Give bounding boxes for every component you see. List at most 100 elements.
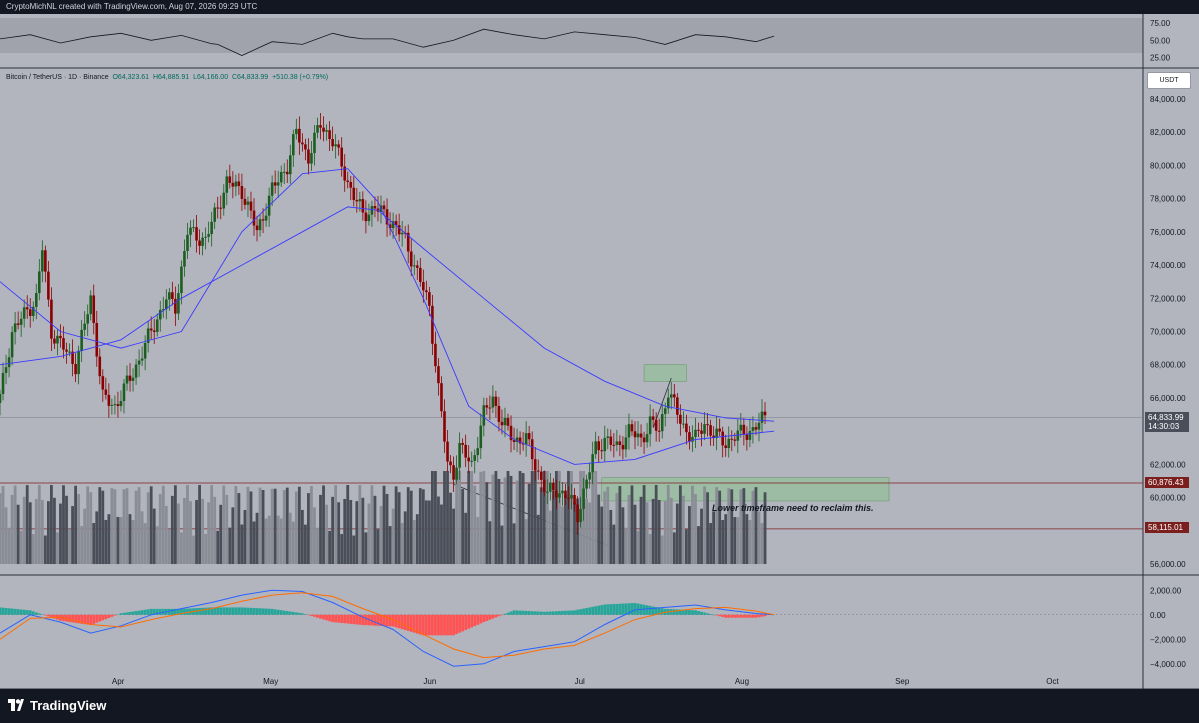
candle-body xyxy=(676,397,679,415)
candle-body xyxy=(131,377,135,381)
volume-bar xyxy=(388,526,392,565)
candle-body xyxy=(718,428,721,432)
histogram-bar xyxy=(446,614,449,636)
candle-body xyxy=(192,227,195,229)
tradingview-logo[interactable]: TradingView xyxy=(8,698,106,713)
volume-bar xyxy=(518,471,522,565)
volume-bar xyxy=(252,521,256,565)
candle-body xyxy=(331,139,334,147)
price-tick-label: 68,000.00 xyxy=(1150,361,1186,370)
candle-body xyxy=(213,207,216,222)
volume-bar xyxy=(56,532,59,565)
volume-bar xyxy=(304,524,307,565)
price-tick-label: 84,000.00 xyxy=(1150,95,1186,104)
histogram-bar xyxy=(594,606,598,615)
volume-bar xyxy=(161,485,165,565)
volume-bar xyxy=(678,485,682,565)
histogram-bar xyxy=(558,611,561,615)
candle-body xyxy=(207,234,210,237)
histogram-bar xyxy=(186,608,189,615)
candle-body xyxy=(4,367,8,373)
candle-body xyxy=(231,182,235,187)
volume-bar xyxy=(669,497,673,565)
volume-bar xyxy=(467,471,471,565)
volume-bar xyxy=(506,471,510,565)
histogram-bar xyxy=(170,608,174,615)
histogram-bar xyxy=(74,614,77,623)
candle-body xyxy=(630,424,634,432)
candle-body xyxy=(13,323,17,333)
histogram-bar xyxy=(724,614,728,618)
histogram-bar xyxy=(50,614,53,618)
candle-body xyxy=(467,457,470,462)
histogram-bar xyxy=(527,611,531,615)
candle-body xyxy=(385,209,389,225)
histogram-bar xyxy=(431,614,434,636)
histogram-bar xyxy=(712,614,716,616)
volume-bar xyxy=(31,534,35,565)
candle-body xyxy=(201,237,204,246)
volume-bar xyxy=(681,495,685,565)
candle-body xyxy=(77,350,80,375)
tradingview-logo-icon xyxy=(8,698,24,713)
candle-body xyxy=(666,397,670,409)
price-tick-label: 82,000.00 xyxy=(1150,128,1186,137)
histogram-bar xyxy=(542,611,546,615)
volume-bar xyxy=(319,494,322,565)
volume-bar xyxy=(739,489,743,565)
volume-bar xyxy=(143,523,147,565)
histogram-bar xyxy=(316,614,319,618)
oscillator-tick-label: 25.00 xyxy=(1150,54,1171,63)
price-unit-button[interactable]: USDT xyxy=(1147,72,1191,89)
volume-bar xyxy=(482,471,486,565)
volume-bar xyxy=(715,487,719,565)
volume-bar xyxy=(666,485,670,565)
volume-bar xyxy=(225,494,229,565)
candle-body xyxy=(748,431,752,440)
histogram-bar xyxy=(198,607,201,615)
candle-body xyxy=(367,214,371,222)
candle-body xyxy=(597,441,601,451)
candle-body xyxy=(364,212,368,222)
candle-body xyxy=(249,201,253,211)
volume-bar xyxy=(177,503,180,565)
volume-bar xyxy=(59,503,62,565)
volume-bar xyxy=(379,506,383,565)
histogram-bar xyxy=(437,614,440,636)
candle-body xyxy=(709,425,712,436)
histogram-bar xyxy=(651,606,655,615)
volume-bar xyxy=(65,495,68,565)
candle-body xyxy=(636,433,640,438)
volume-bar xyxy=(536,514,540,565)
volume-bar xyxy=(594,471,598,565)
volume-bar xyxy=(461,489,465,565)
histogram-bar xyxy=(376,614,380,626)
volume-bar xyxy=(757,511,761,565)
candle-body xyxy=(382,205,386,210)
histogram-bar xyxy=(261,608,265,615)
histogram-bar xyxy=(71,614,74,623)
candle-body xyxy=(285,171,289,175)
histogram-bar xyxy=(167,608,171,615)
histogram-bar xyxy=(440,614,443,636)
plot-background xyxy=(0,14,1199,689)
candle-body xyxy=(334,144,337,147)
volume-bar xyxy=(521,473,525,565)
volume-bar xyxy=(431,471,434,565)
volume-bar xyxy=(663,501,667,565)
candle-body xyxy=(546,491,549,493)
histogram-bar xyxy=(424,614,428,636)
candle-body xyxy=(304,144,307,150)
volume-bar xyxy=(376,529,380,565)
candle-body xyxy=(434,343,437,367)
volume-bar xyxy=(400,523,404,565)
histogram-bar xyxy=(681,609,685,615)
candle-body xyxy=(216,207,220,209)
histogram-bar xyxy=(609,604,613,615)
histogram-bar xyxy=(491,614,495,619)
histogram-bar xyxy=(482,614,486,623)
volume-bar xyxy=(316,527,319,565)
candle-body xyxy=(464,444,467,458)
volume-bar xyxy=(322,485,325,565)
